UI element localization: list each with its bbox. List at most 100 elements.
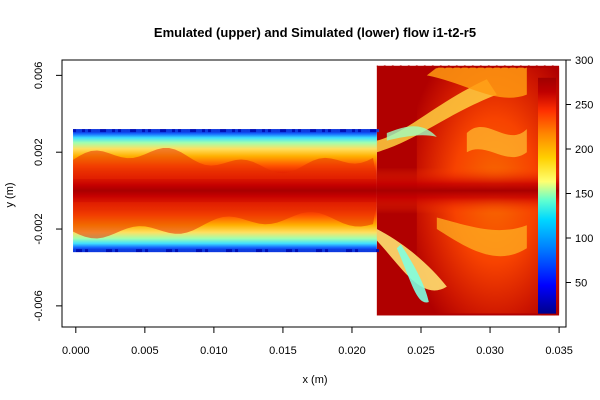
channel-top-wall-cell <box>316 129 320 133</box>
channel-top-wall-cell <box>298 129 302 133</box>
channel-bottom-wall-cell <box>127 249 131 253</box>
x-tick-label: 0.025 <box>407 345 435 357</box>
channel-bottom-wall-cell <box>208 249 212 253</box>
channel-top-wall-cell <box>325 129 329 133</box>
channel-bottom-wall-cell <box>232 249 236 253</box>
channel-bottom-wall-cell <box>253 249 257 253</box>
channel-top-wall-cell <box>256 129 260 133</box>
x-tick-label: 0.015 <box>269 345 297 357</box>
channel-top-wall-cell <box>373 129 377 133</box>
channel-bottom-wall-cell <box>142 249 146 253</box>
channel-top-wall-cell <box>376 129 380 133</box>
channel-bottom-wall-cell <box>166 249 170 253</box>
channel-top-wall-cell <box>148 129 152 133</box>
channel-bottom-wall-cell <box>334 249 338 253</box>
channel-top-wall-cell <box>94 129 98 133</box>
channel-top-wall-cell <box>205 129 209 133</box>
channel-top-wall-cell <box>79 129 83 133</box>
channel-top-wall-cell <box>106 129 110 133</box>
chamber-plume-3 <box>396 244 429 303</box>
y-axis: -0.006 -0.002 0.002 0.006 <box>33 62 62 321</box>
channel-bottom-wall-cell <box>172 249 176 253</box>
channel-top-wall-cell <box>85 129 89 133</box>
channel-bottom-wall-cell <box>109 249 113 253</box>
channel-top-wall-cell <box>142 129 146 133</box>
y-axis-label: y (m) <box>4 182 16 207</box>
channel-top-wall-cell <box>112 129 116 133</box>
channel-bottom-wall-cell <box>274 249 278 253</box>
channel-top-wall-cell <box>286 129 290 133</box>
channel-bottom-wall-cell <box>367 249 371 253</box>
channel-top-wall-cell <box>280 129 284 133</box>
channel-bottom-wall-cell <box>157 249 161 253</box>
channel-bottom-wall-cell <box>181 249 185 253</box>
channel-bottom-wall-cell <box>97 249 101 253</box>
channel-top-wall-cell <box>145 129 149 133</box>
channel-bottom-wall-cell <box>223 249 227 253</box>
x-tick-label: 0.005 <box>131 345 159 357</box>
colorbar-tick-label: 150 <box>575 189 593 201</box>
x-tick-label: 0.035 <box>545 345 573 357</box>
channel-top-wall-cell <box>226 129 230 133</box>
channel-bottom-wall-cell <box>250 249 254 253</box>
colorbar-tick-label: 300 <box>575 55 593 67</box>
channel-bottom-wall-cell <box>190 249 194 253</box>
channel-bottom-wall-cell <box>361 249 365 253</box>
channel-bottom-wall-cell <box>331 249 335 253</box>
channel-bottom-wall-cell <box>289 249 293 253</box>
channel-bottom-wall-cell <box>118 249 122 253</box>
channel-bottom-wall-cell <box>358 249 362 253</box>
channel-bottom-wall-cell <box>337 249 341 253</box>
channel-bottom-wall-cell <box>349 249 353 253</box>
channel-top-wall-cell <box>160 129 164 133</box>
x-tick-label: 0.000 <box>62 345 90 357</box>
y-tick-label: -0.006 <box>33 290 45 321</box>
channel-bottom-wall-cell <box>121 249 125 253</box>
channel-bottom-wall-cell <box>94 249 98 253</box>
channel-top-wall-cell <box>130 129 134 133</box>
channel-bottom-wall-cell <box>307 249 311 253</box>
channel-bottom-wall-cell <box>175 249 179 253</box>
channel-bottom-wall-cell <box>106 249 110 253</box>
y-tick-label: -0.002 <box>33 213 45 244</box>
channel-top-wall-cell <box>115 129 119 133</box>
channel-top-wall-cell <box>337 129 341 133</box>
channel-bottom-wall-cell <box>79 249 83 253</box>
channel-bottom-wall-cell <box>148 249 152 253</box>
colorbar-tick-label: 200 <box>575 144 593 156</box>
channel-bottom-wall-cell <box>280 249 284 253</box>
channel-top-wall-cell <box>349 129 353 133</box>
channel-top-wall-cell <box>136 129 140 133</box>
channel-top-wall-cell <box>367 129 371 133</box>
channel-top-wall-cell <box>154 129 158 133</box>
channel-bottom-wall-cell <box>370 249 374 253</box>
channel-top-wall-cell <box>199 129 203 133</box>
x-tick-label: 0.030 <box>476 345 504 357</box>
channel-top-wall-cell <box>370 129 374 133</box>
channel-bottom-wall-cell <box>115 249 119 253</box>
channel-top-wall-cell <box>361 129 365 133</box>
channel-bottom-wall-cell <box>82 249 86 253</box>
channel-top-wall-cell <box>283 129 287 133</box>
channel-bottom-wall-cell <box>295 249 299 253</box>
channel-bottom-wall-cell <box>352 249 356 253</box>
channel-top-wall-cell <box>313 129 317 133</box>
channel-bottom-wall-cell <box>310 249 314 253</box>
channel-bottom-wall-cell <box>268 249 272 253</box>
channel-top-wall-cell <box>214 129 218 133</box>
channel-bottom-wall-cell <box>376 249 380 253</box>
channel-top-wall-cell <box>220 129 224 133</box>
channel-bottom-wall-cell <box>217 249 221 253</box>
channel-top-wall-cell <box>184 129 188 133</box>
channel-top-wall-cell <box>253 129 257 133</box>
channel-bottom-wall-cell <box>187 249 191 253</box>
channel-bottom-wall-cell <box>100 249 104 253</box>
channel-bottom-wall-cell <box>262 249 266 253</box>
channel-bottom-wall-cell <box>103 249 107 253</box>
channel-bottom-wall-cell <box>76 249 80 253</box>
channel-bottom-wall-cell <box>328 249 332 253</box>
channel-top-wall-cell <box>223 129 227 133</box>
channel-top-wall-cell <box>355 129 359 133</box>
channel-top-wall-cell <box>259 129 263 133</box>
